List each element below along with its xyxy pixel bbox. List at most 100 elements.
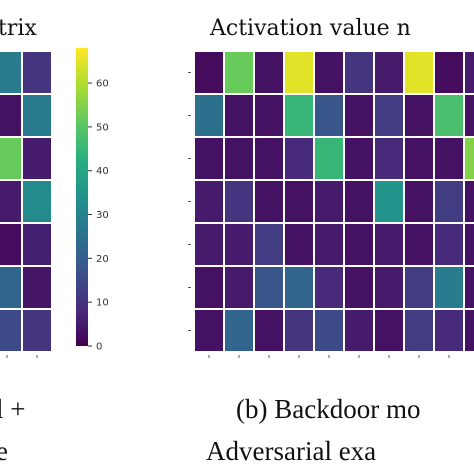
right-heatmap-cell-r0-c0 — [193, 50, 225, 95]
right-heatmap-cell-r4-c0 — [193, 222, 225, 267]
right-heatmap-cell-r1-c3 — [283, 93, 315, 138]
right-heatmap-cell-r5-c0 — [193, 265, 225, 310]
right-heatmap-cell-r2-c7 — [403, 136, 435, 181]
right-heatmap-cell-r3-c1 — [223, 179, 255, 224]
right-heatmap-cell-r0-c9 — [463, 50, 474, 95]
left-heatmap-cell-r0-c0 — [0, 50, 23, 95]
right-heatmap-cell-r0-c6 — [373, 50, 405, 95]
left-heatmap-cell-r1-c0 — [0, 93, 23, 138]
right-heatmap-cell-r3-c4 — [313, 179, 345, 224]
left-heatmap-cell-r3-c1 — [21, 179, 53, 224]
right-heatmap-cell-r6-c2 — [253, 308, 285, 353]
left-heatmap-cell-r4-c0 — [0, 222, 23, 267]
colorbar-tick-label-6: 60 — [96, 79, 109, 90]
right-heatmap-cell-r3-c2 — [253, 179, 285, 224]
right-heatmap-cell-r5-c5 — [343, 265, 375, 310]
right-heatmap-cell-r3-c5 — [343, 179, 375, 224]
right-title: Activation value n — [209, 16, 411, 41]
colorbar-tick-label-2: 20 — [96, 254, 109, 265]
right-heatmap-cell-r3-c6 — [373, 179, 405, 224]
right-heatmap-cell-r4-c8 — [433, 222, 465, 267]
right-heatmap-cell-r1-c7 — [403, 93, 435, 138]
right-heatmap-cell-r5-c6 — [373, 265, 405, 310]
right-heatmap-cell-r5-c1 — [223, 265, 255, 310]
left-title: trix — [0, 16, 37, 41]
left-caption-line-1: l + — [0, 394, 25, 424]
left-heatmap-cell-r5-c1 — [21, 265, 53, 310]
right-heatmap-cell-r4-c7 — [403, 222, 435, 267]
left-heatmap — [0, 50, 53, 358]
right-heatmap-cell-r0-c7 — [403, 50, 435, 95]
colorbar-tick-label-0: 0 — [96, 342, 102, 353]
right-heatmap-cell-r6-c0 — [193, 308, 225, 353]
right-heatmap-cell-r1-c0 — [193, 93, 225, 138]
right-heatmap-cell-r4-c6 — [373, 222, 405, 267]
right-heatmap-cell-r4-c3 — [283, 222, 315, 267]
right-heatmap-cell-r3-c8 — [433, 179, 465, 224]
right-heatmap-cell-r0-c1 — [223, 50, 255, 95]
right-heatmap-cell-r2-c9 — [463, 136, 474, 181]
right-heatmap-cell-r1-c4 — [313, 93, 345, 138]
right-heatmap-cell-r2-c2 — [253, 136, 285, 181]
right-heatmap-cell-r3-c0 — [193, 179, 225, 224]
right-heatmap-cell-r6-c8 — [433, 308, 465, 353]
right-caption-line-2: Adversarial exa — [206, 436, 376, 466]
left-heatmap-cell-r6-c1 — [21, 308, 53, 353]
right-heatmap-cell-r6-c7 — [403, 308, 435, 353]
left-heatmap-cell-r2-c0 — [0, 136, 23, 181]
colorbar-gradient — [76, 48, 88, 346]
right-heatmap-cell-r0-c3 — [283, 50, 315, 95]
colorbar-tick-label-5: 50 — [96, 122, 109, 133]
right-heatmap-cell-r1-c6 — [373, 93, 405, 138]
right-heatmap-cell-r0-c8 — [433, 50, 465, 95]
right-heatmap-cell-r6-c4 — [313, 308, 345, 353]
right-heatmap-cell-r0-c4 — [313, 50, 345, 95]
right-heatmap-cell-r1-c8 — [433, 93, 465, 138]
right-heatmap-cell-r6-c9 — [463, 308, 474, 353]
right-heatmap-cell-r5-c8 — [433, 265, 465, 310]
left-caption-line-2: e — [0, 436, 8, 466]
right-heatmap-cell-r2-c1 — [223, 136, 255, 181]
colorbar-tick-label-1: 10 — [96, 298, 109, 309]
right-heatmap-cell-r6-c1 — [223, 308, 255, 353]
left-heatmap-cell-r3-c0 — [0, 179, 23, 224]
right-heatmap-cell-r0-c2 — [253, 50, 285, 95]
right-heatmap-cell-r4-c5 — [343, 222, 375, 267]
right-heatmap-cell-r5-c9 — [463, 265, 474, 310]
left-heatmap-cell-r2-c1 — [21, 136, 53, 181]
right-heatmap-cell-r4-c4 — [313, 222, 345, 267]
right-caption-line-1: (b) Backdoor mo — [236, 394, 420, 424]
right-heatmap-cell-r1-c9 — [463, 93, 474, 138]
right-heatmap-cell-r5-c2 — [253, 265, 285, 310]
left-heatmap-cell-r1-c1 — [21, 93, 53, 138]
right-heatmap-cell-r6-c5 — [343, 308, 375, 353]
colorbar-tick-label-4: 40 — [96, 166, 109, 177]
right-heatmap-cell-r3-c9 — [463, 179, 474, 224]
right-heatmap-cell-r2-c6 — [373, 136, 405, 181]
right-heatmap-cell-r4-c9 — [463, 222, 474, 267]
right-heatmap-cell-r2-c3 — [283, 136, 315, 181]
right-heatmap — [188, 50, 474, 358]
right-heatmap-cell-r2-c0 — [193, 136, 225, 181]
right-heatmap-cell-r6-c3 — [283, 308, 315, 353]
right-heatmap-cell-r3-c3 — [283, 179, 315, 224]
left-heatmap-cell-r0-c1 — [21, 50, 53, 95]
right-heatmap-cell-r2-c8 — [433, 136, 465, 181]
right-heatmap-cell-r1-c2 — [253, 93, 285, 138]
right-heatmap-cell-r1-c5 — [343, 93, 375, 138]
right-heatmap-cell-r1-c1 — [223, 93, 255, 138]
right-heatmap-cell-r5-c7 — [403, 265, 435, 310]
right-heatmap-cell-r5-c4 — [313, 265, 345, 310]
right-heatmap-cell-r3-c7 — [403, 179, 435, 224]
right-heatmap-cell-r4-c1 — [223, 222, 255, 267]
right-heatmap-cell-r2-c5 — [343, 136, 375, 181]
left-heatmap-cell-r5-c0 — [0, 265, 23, 310]
right-heatmap-cell-r6-c6 — [373, 308, 405, 353]
colorbar: 0 10 20 30 40 50 60 — [76, 48, 109, 353]
colorbar-tick-label-3: 30 — [96, 210, 109, 221]
right-heatmap-cell-r0-c5 — [343, 50, 375, 95]
right-heatmap-cell-r2-c4 — [313, 136, 345, 181]
left-heatmap-cell-r6-c0 — [0, 308, 23, 353]
left-heatmap-cell-r4-c1 — [21, 222, 53, 267]
